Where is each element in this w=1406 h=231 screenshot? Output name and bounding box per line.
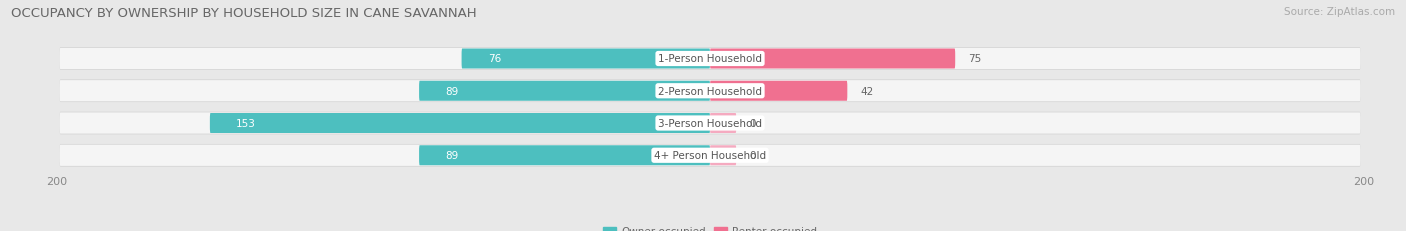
Text: 1-Person Household: 1-Person Household: [658, 54, 762, 64]
FancyBboxPatch shape: [59, 113, 1361, 134]
Legend: Owner-occupied, Renter-occupied: Owner-occupied, Renter-occupied: [599, 222, 821, 231]
Text: 89: 89: [446, 151, 458, 161]
FancyBboxPatch shape: [710, 146, 737, 166]
FancyBboxPatch shape: [59, 112, 1361, 135]
FancyBboxPatch shape: [59, 49, 1361, 70]
FancyBboxPatch shape: [59, 81, 1361, 102]
Text: 2-Person Household: 2-Person Household: [658, 86, 762, 96]
FancyBboxPatch shape: [209, 113, 710, 134]
FancyBboxPatch shape: [59, 48, 1361, 70]
FancyBboxPatch shape: [710, 113, 737, 134]
Text: 4+ Person Household: 4+ Person Household: [654, 151, 766, 161]
Text: 42: 42: [860, 86, 873, 96]
Text: OCCUPANCY BY OWNERSHIP BY HOUSEHOLD SIZE IN CANE SAVANNAH: OCCUPANCY BY OWNERSHIP BY HOUSEHOLD SIZE…: [11, 7, 477, 20]
FancyBboxPatch shape: [59, 145, 1361, 166]
FancyBboxPatch shape: [710, 81, 848, 101]
Text: 75: 75: [969, 54, 981, 64]
Text: 0: 0: [749, 119, 756, 128]
FancyBboxPatch shape: [419, 81, 710, 101]
FancyBboxPatch shape: [59, 144, 1361, 167]
Text: 153: 153: [236, 119, 256, 128]
FancyBboxPatch shape: [59, 80, 1361, 103]
Text: 3-Person Household: 3-Person Household: [658, 119, 762, 128]
Text: Source: ZipAtlas.com: Source: ZipAtlas.com: [1284, 7, 1395, 17]
FancyBboxPatch shape: [461, 49, 710, 69]
FancyBboxPatch shape: [419, 146, 710, 166]
Text: 89: 89: [446, 86, 458, 96]
Text: 76: 76: [488, 54, 501, 64]
FancyBboxPatch shape: [710, 49, 955, 69]
Text: 0: 0: [749, 151, 756, 161]
